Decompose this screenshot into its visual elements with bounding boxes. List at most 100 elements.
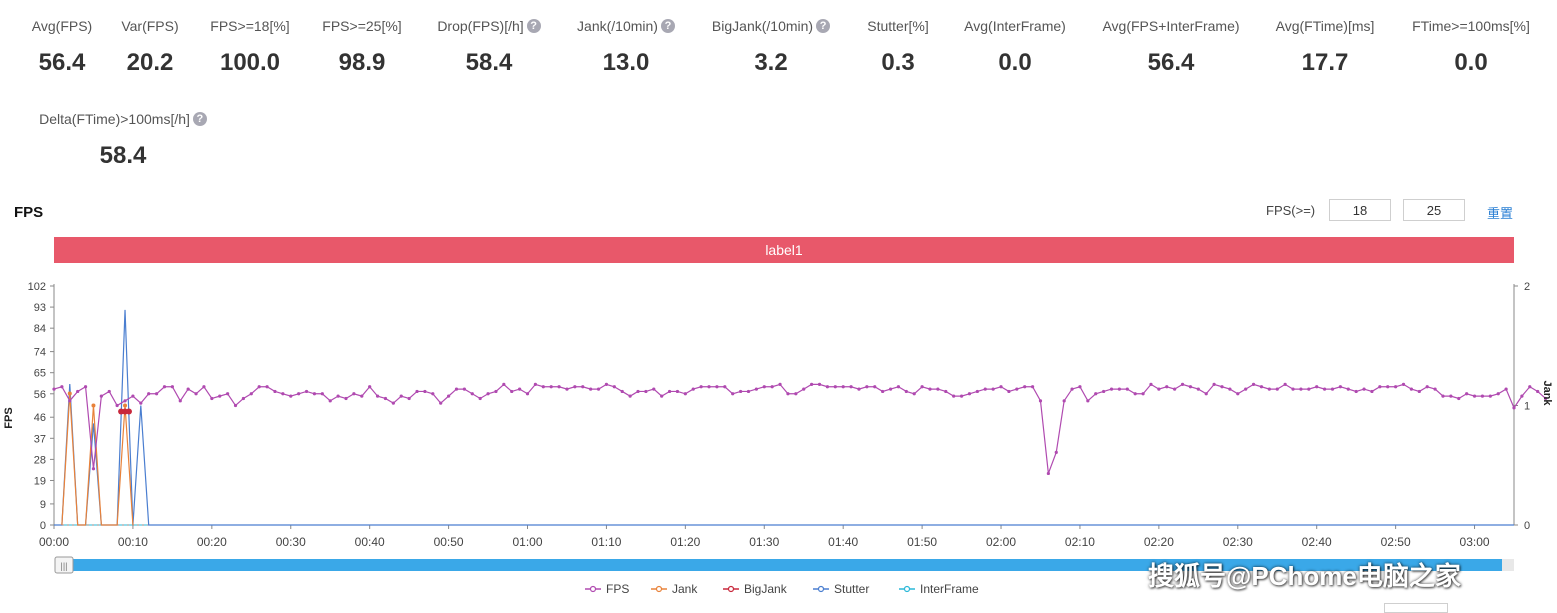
fps-point <box>881 389 885 394</box>
x-axis: 00:00 00:10 00:20 00:30 00:40 00:50 01:00 01:10… <box>39 524 1514 549</box>
metric-stutter: Stutter[%] 0.3 <box>848 18 948 77</box>
fps-point <box>1346 387 1350 391</box>
fps-point <box>533 382 538 387</box>
fps-point <box>52 387 56 391</box>
legend-item-jank: Jank <box>651 582 698 596</box>
fps-point <box>336 394 340 398</box>
fps-point <box>186 387 190 391</box>
slider-range[interactable] <box>72 559 1502 571</box>
fps-point <box>620 389 624 394</box>
fps-point <box>1220 385 1224 389</box>
fps-point <box>707 385 711 389</box>
legend-label: FPS <box>606 582 629 596</box>
fps-point <box>604 382 609 387</box>
x-tick-label: 01:30 <box>749 535 779 549</box>
metric-drop-fps: Drop(FPS)[/h]? 58.4 <box>419 18 559 77</box>
fps-point <box>454 387 459 391</box>
fps-point <box>297 392 301 396</box>
fps-point <box>1465 392 1469 396</box>
fps-point <box>407 396 411 401</box>
metric-label: FTime>=100ms[%] <box>1412 18 1530 34</box>
fps-point <box>76 389 80 394</box>
fps-point <box>754 387 758 391</box>
fps-point <box>1496 392 1500 396</box>
fps-point <box>1275 387 1279 391</box>
fps-point <box>289 394 293 398</box>
fps-point <box>1536 389 1540 394</box>
y2-axis: 0 1 2 <box>1513 281 1530 532</box>
x-tick-label: 01:50 <box>907 535 937 549</box>
x-tick-label: 00:20 <box>197 535 227 549</box>
fps-point <box>778 382 782 387</box>
legend-swatch-marker <box>903 585 911 593</box>
fps-point <box>912 392 916 396</box>
help-icon[interactable]: ? <box>526 19 541 33</box>
fps-point <box>147 392 151 396</box>
fps-point <box>1070 387 1074 391</box>
corner-input[interactable] <box>1384 603 1448 613</box>
fps-threshold-high-input[interactable] <box>1403 199 1465 221</box>
fps-point <box>857 387 861 391</box>
metric-ftime-ge-100: FTime>=100ms[%] 0.0 <box>1400 18 1542 77</box>
fps-point <box>794 392 798 396</box>
help-icon[interactable]: ? <box>816 19 831 33</box>
fps-point <box>115 403 119 408</box>
fps-point <box>1307 387 1311 391</box>
fps-point <box>91 467 96 471</box>
fps-point <box>1062 399 1066 403</box>
fps-point <box>644 389 648 394</box>
fps-point <box>1480 394 1485 398</box>
fps-point <box>920 385 924 389</box>
fps-point <box>99 394 103 398</box>
fps-point <box>486 392 490 396</box>
fps-point <box>1291 387 1295 391</box>
fps-point <box>352 392 356 396</box>
fps-point <box>983 387 987 391</box>
fps-point <box>1543 396 1548 401</box>
fps-threshold-low-input[interactable] <box>1329 199 1391 221</box>
fps-point <box>549 385 553 389</box>
metric-label: Jank(/10min)? <box>577 18 675 34</box>
fps-point <box>1086 399 1090 403</box>
x-tick-label: 02:10 <box>1065 535 1095 549</box>
fps-point <box>1394 385 1398 389</box>
fps-point <box>999 385 1003 389</box>
help-icon[interactable]: ? <box>192 112 207 126</box>
fps-point <box>675 389 680 394</box>
fps-point <box>226 392 230 396</box>
fps-point <box>944 389 948 394</box>
fps-point <box>423 389 427 394</box>
fps-point <box>1504 387 1508 391</box>
x-tick-label: 00:10 <box>118 535 148 549</box>
fps-point <box>1315 385 1319 389</box>
fps-point <box>431 392 435 396</box>
label-segment-bar[interactable]: label1 <box>54 237 1514 263</box>
range-slider[interactable]: ||| <box>54 556 1514 574</box>
metric-label: Avg(InterFrame) <box>964 18 1066 34</box>
reset-button[interactable]: 重置 <box>1487 206 1514 221</box>
metric-label: Avg(FTime)[ms] <box>1275 18 1375 34</box>
fps-point <box>762 385 766 389</box>
fps-point <box>1180 382 1185 387</box>
x-tick-label: 01:20 <box>670 535 700 549</box>
fps-point <box>581 385 585 389</box>
fps-point <box>218 394 222 398</box>
fps-threshold-label: FPS(>=) <box>1266 203 1316 218</box>
y2-tick-label: 1 <box>1524 401 1530 413</box>
fps-point <box>565 387 569 391</box>
fps-point <box>1212 382 1216 387</box>
slider-handle-left[interactable] <box>54 556 74 574</box>
fps-point <box>1023 385 1027 389</box>
metric-label: Stutter[%] <box>867 18 929 34</box>
fps-point <box>1528 385 1532 389</box>
fps-point <box>1188 385 1193 389</box>
series-points <box>52 382 1548 476</box>
metric-label-text: Drop(FPS)[/h] <box>437 18 524 34</box>
y2-tick-label: 2 <box>1524 281 1530 293</box>
fps-point <box>446 394 451 398</box>
x-tick-label: 01:40 <box>828 535 858 549</box>
help-icon[interactable]: ? <box>660 19 675 33</box>
fps-point <box>825 385 830 389</box>
metric-value: 100.0 <box>219 49 281 76</box>
